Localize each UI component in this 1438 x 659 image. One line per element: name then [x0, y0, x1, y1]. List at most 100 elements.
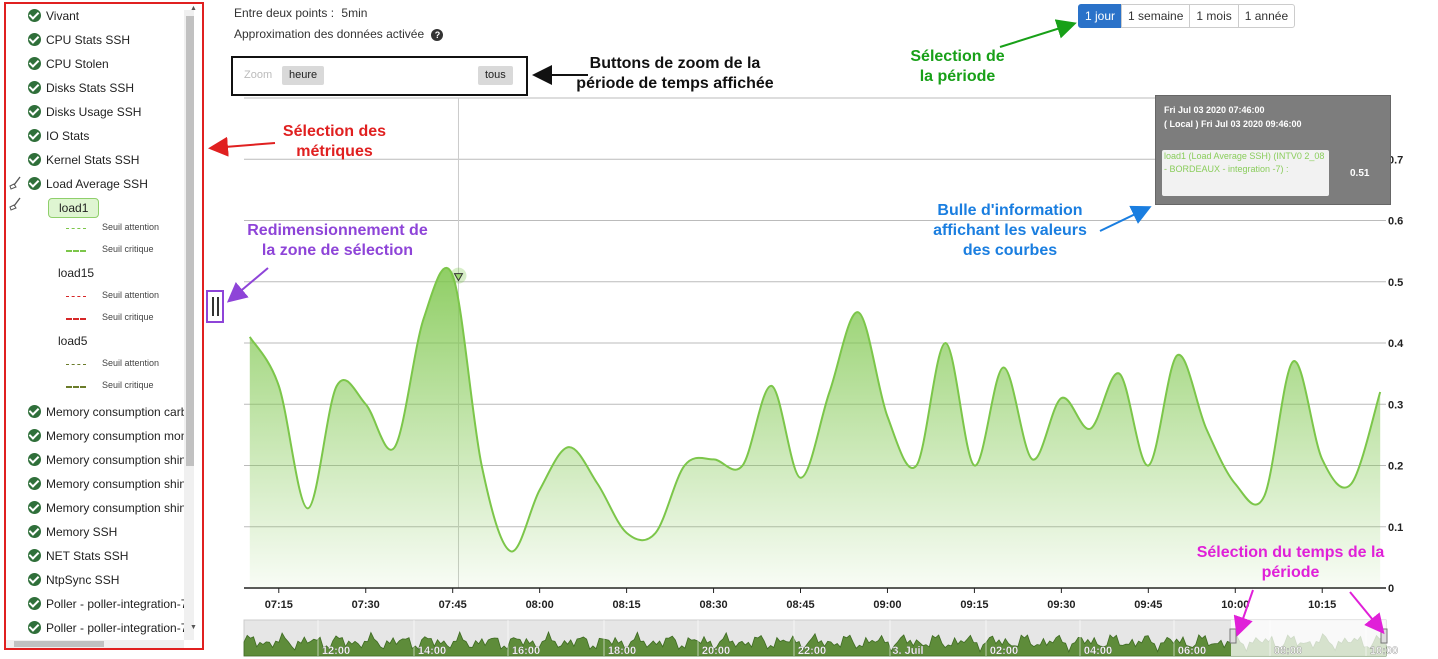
y-tick-label: 0.4: [1388, 338, 1404, 350]
warning-threshold-load15[interactable]: Seuil attention: [66, 290, 166, 302]
series-item-load5[interactable]: load5: [58, 334, 88, 348]
metric-item[interactable]: NET Stats SSH: [28, 546, 188, 566]
metric-item[interactable]: Poller - poller-integration-7: [28, 594, 188, 614]
zoom-all-button[interactable]: tous: [478, 66, 513, 85]
check-icon: [28, 177, 41, 190]
x-axis-labels: 07:15 07:30 07:45 08:00 08:15 08:30 08:45 09:00…: [265, 588, 1336, 611]
metric-label: Memory consumption shinl: [46, 477, 188, 491]
check-icon: [28, 549, 41, 562]
metric-label: Memory consumption shinl: [46, 453, 188, 467]
y-tick-label: 0.5: [1388, 277, 1403, 289]
navigator-handle-icon[interactable]: [1229, 628, 1237, 644]
check-icon: [28, 33, 41, 46]
x-tick-label: 07:15: [265, 599, 293, 611]
threshold-line-icon: [66, 318, 86, 320]
resize-splitter[interactable]: [206, 290, 224, 323]
critical-threshold-load5[interactable]: Seuil critique: [66, 380, 166, 392]
critical-threshold-load1[interactable]: Seuil critique: [66, 244, 166, 256]
hover-marker-icon: [453, 273, 464, 282]
period-1-week-button[interactable]: 1 semaine: [1121, 4, 1191, 28]
metric-item[interactable]: Memory consumption shinl: [28, 474, 188, 494]
metric-label: Disks Usage SSH: [46, 105, 142, 119]
annotation-zoom-buttons: Buttons de zoom de la période de temps a…: [576, 55, 774, 92]
metric-label: Memory consumption carb: [46, 405, 188, 419]
broom-icon[interactable]: [8, 197, 22, 211]
metric-item[interactable]: Memory SSH: [28, 522, 188, 542]
annotation-tooltip-info: Bulle d'information affichant les valeur…: [933, 202, 1087, 259]
scroll-down-arrow-icon[interactable]: ▼: [190, 624, 197, 631]
navigator-handle-icon[interactable]: [1380, 628, 1388, 644]
threshold-line-icon: [66, 250, 86, 252]
tooltip-local-date: ( Local ) Fri Jul 03 2020 09:46:00: [1164, 119, 1302, 129]
check-icon: [28, 477, 41, 490]
sidebar-hscroll-thumb[interactable]: [14, 641, 104, 647]
time-navigator[interactable]: 12:00 14:00 16:00 18:00 20:00 22:00 3. Juil 02:…: [243, 619, 1398, 657]
period-1-year-button[interactable]: 1 année: [1237, 4, 1296, 28]
x-tick-label: 10:15: [1308, 599, 1336, 611]
metric-item[interactable]: CPU Stats SSH: [28, 30, 188, 50]
x-tick-label: 10:00: [1221, 599, 1249, 611]
chart-tooltip: Fri Jul 03 2020 07:46:00 ( Local ) Fri J…: [1155, 95, 1391, 205]
metric-item[interactable]: Disks Stats SSH: [28, 78, 188, 98]
metric-label: Memory consumption mon: [46, 429, 188, 443]
period-1-day-button[interactable]: 1 jour: [1078, 4, 1123, 28]
zoom-bar: Zoom heure tous: [231, 56, 528, 96]
metric-label: Vivant: [46, 9, 80, 23]
metric-item[interactable]: Memory consumption shinl: [28, 498, 188, 518]
threshold-line-icon: [66, 364, 86, 365]
navigator-tick-label: 3. Juil: [892, 645, 923, 657]
metric-item[interactable]: Load Average SSH: [28, 174, 188, 194]
metric-item[interactable]: Vivant: [28, 6, 188, 26]
zoom-label: Zoom: [244, 69, 273, 81]
help-icon[interactable]: ?: [431, 29, 444, 41]
check-icon: [28, 405, 41, 418]
metric-label: Poller - poller-integration-7: [46, 621, 188, 635]
metric-item[interactable]: Memory consumption carb: [28, 402, 188, 422]
threshold-label: Seuil critique: [102, 380, 154, 390]
navigator-tick-label: 10:00: [1370, 645, 1398, 657]
period-1-month-button[interactable]: 1 mois: [1189, 4, 1239, 28]
annotation-metrics-selection: Sélection des métriques: [282, 123, 387, 160]
chart-area-series: [248, 266, 1382, 588]
broom-icon[interactable]: [8, 176, 22, 190]
threshold-line-icon: [66, 296, 86, 297]
critical-threshold-load15[interactable]: Seuil critique: [66, 312, 166, 324]
scroll-up-arrow-icon[interactable]: ▲: [190, 5, 197, 12]
check-icon: [28, 429, 41, 442]
tooltip-series-text: load1 (Load Average SSH) (INTV0 2_08 - B…: [1162, 150, 1329, 196]
metric-item[interactable]: Memory consumption mon: [28, 426, 188, 446]
metric-item[interactable]: IO Stats: [28, 126, 188, 146]
metric-label: Memory consumption shinl: [46, 501, 188, 515]
check-icon: [28, 153, 41, 166]
x-tick-label: 09:30: [1047, 599, 1075, 611]
metric-item[interactable]: Poller - poller-integration-7: [28, 618, 188, 638]
navigator-tick-label: 18:00: [608, 645, 636, 657]
x-tick-label: 08:00: [526, 599, 554, 611]
x-tick-label: 09:00: [873, 599, 901, 611]
check-icon: [28, 621, 41, 634]
threshold-label: Seuil critique: [102, 312, 154, 322]
navigator-selection[interactable]: [1231, 620, 1386, 656]
sidebar-scroll-thumb[interactable]: [186, 16, 194, 466]
y-tick-label: 0: [1388, 583, 1394, 595]
navigator-series: [243, 630, 1387, 657]
metric-item[interactable]: Memory consumption shinl: [28, 450, 188, 470]
warning-threshold-load1[interactable]: Seuil attention: [66, 222, 166, 234]
check-icon: [28, 9, 41, 22]
x-tick-label: 07:45: [439, 599, 467, 611]
metric-item[interactable]: NtpSync SSH: [28, 570, 188, 590]
warning-threshold-load5[interactable]: Seuil attention: [66, 358, 166, 370]
metric-item[interactable]: Kernel Stats SSH: [28, 150, 188, 170]
interval-label: Entre deux points :: [234, 6, 335, 20]
check-icon: [28, 105, 41, 118]
splitter-grip-icon: [212, 297, 214, 316]
check-icon: [28, 597, 41, 610]
series-item-load15[interactable]: load15: [58, 266, 95, 280]
metric-label: Disks Stats SSH: [46, 81, 135, 95]
zoom-hour-button[interactable]: heure: [282, 66, 325, 85]
series-item-load1[interactable]: load1: [48, 198, 100, 218]
metric-item[interactable]: Disks Usage SSH: [28, 102, 188, 122]
metric-label: Memory SSH: [46, 525, 118, 539]
navigator-tick-label: 14:00: [418, 645, 446, 657]
metric-item[interactable]: CPU Stolen: [28, 54, 188, 74]
